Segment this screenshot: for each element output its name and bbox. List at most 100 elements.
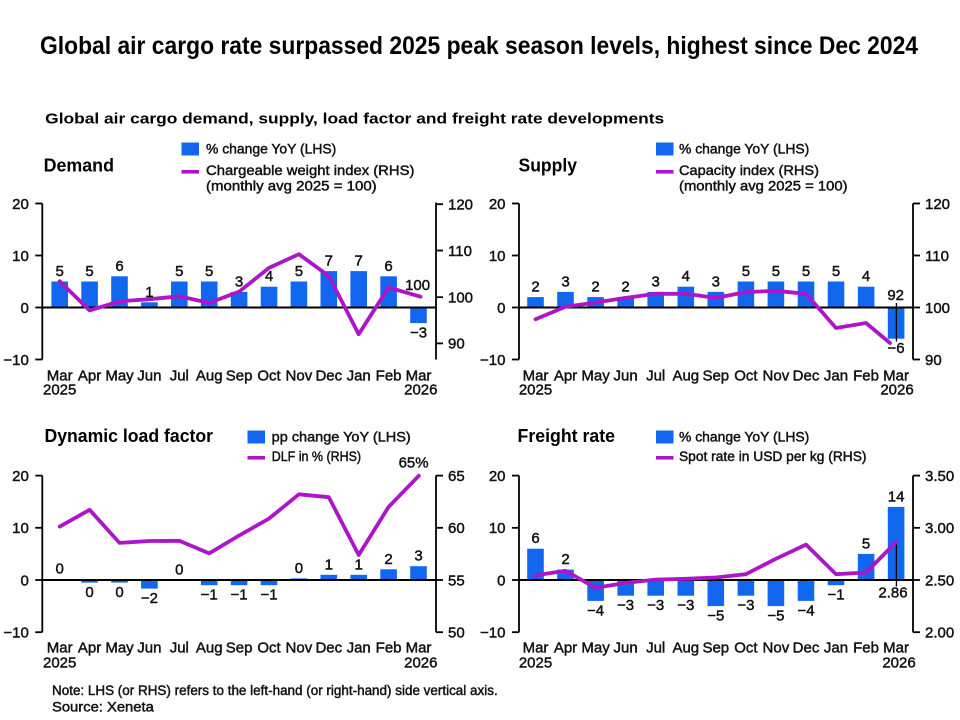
svg-text:4: 4 [682,268,690,285]
svg-text:May: May [581,640,610,657]
svg-text:50: 50 [448,625,465,642]
svg-text:Global air cargo demand, suppl: Global air cargo demand, supply, load fa… [45,110,664,127]
svg-text:Jan: Jan [347,368,371,385]
svg-text:110: 110 [925,248,949,265]
svg-text:Mar: Mar [406,640,432,657]
svg-text:Mar: Mar [47,368,73,385]
svg-text:Mar: Mar [523,368,549,385]
svg-text:60: 60 [448,520,465,537]
svg-text:14: 14 [888,488,905,505]
svg-text:Jan: Jan [824,368,848,385]
svg-text:−10: −10 [480,352,505,369]
svg-text:5: 5 [56,263,64,280]
svg-text:−3: −3 [647,597,664,614]
svg-text:(monthly avg 2025 = 100): (monthly avg 2025 = 100) [206,179,377,194]
svg-text:2: 2 [621,279,629,296]
svg-text:Mar: Mar [883,368,909,385]
svg-text:2025: 2025 [519,655,552,672]
svg-text:5: 5 [85,263,93,280]
svg-text:May: May [105,640,134,657]
svg-text:% change YoY (LHS): % change YoY (LHS) [206,142,336,157]
svg-text:2025: 2025 [519,382,552,399]
svg-text:−10: −10 [3,625,28,642]
svg-text:Nov: Nov [763,640,790,657]
svg-text:−1: −1 [260,587,277,604]
svg-text:0: 0 [115,584,123,601]
svg-text:5: 5 [772,263,780,280]
svg-text:Apr: Apr [78,368,101,385]
svg-text:Oct: Oct [257,368,281,385]
svg-text:2026: 2026 [404,655,437,672]
svg-text:−3: −3 [617,597,634,614]
svg-text:7: 7 [355,253,363,270]
svg-text:Nov: Nov [286,368,313,385]
svg-text:2026: 2026 [882,655,915,672]
svg-text:1: 1 [325,556,333,573]
svg-text:−1: −1 [201,587,218,604]
svg-text:2026: 2026 [404,382,437,399]
svg-text:−3: −3 [737,597,754,614]
svg-text:−2: −2 [141,590,158,607]
svg-text:Sep: Sep [702,640,729,657]
svg-text:DLF in % (RHS): DLF in % (RHS) [272,449,361,464]
svg-text:Jul: Jul [170,640,189,657]
svg-text:Aug: Aug [672,368,699,385]
svg-text:Dec: Dec [793,368,820,385]
svg-text:20: 20 [12,468,29,485]
svg-text:3: 3 [235,273,243,290]
svg-text:Dec: Dec [793,640,820,657]
svg-text:Dec: Dec [315,368,342,385]
svg-text:% change YoY (LHS): % change YoY (LHS) [679,142,809,157]
svg-text:0: 0 [175,562,183,579]
svg-text:55: 55 [448,572,465,589]
svg-text:100: 100 [405,277,430,294]
svg-text:4: 4 [862,268,870,285]
svg-text:0: 0 [20,572,28,589]
svg-text:65: 65 [448,468,465,485]
svg-text:Jun: Jun [137,368,161,385]
svg-text:Jan: Jan [347,640,371,657]
svg-text:−5: −5 [707,608,724,625]
svg-text:Supply: Supply [519,154,578,175]
svg-text:3: 3 [414,548,422,565]
svg-text:May: May [581,368,610,385]
svg-text:Global air cargo rate surpasse: Global air cargo rate surpassed 2025 pea… [40,32,918,60]
svg-text:5: 5 [832,263,840,280]
svg-text:2025: 2025 [43,655,76,672]
svg-text:100: 100 [448,290,473,307]
svg-text:3.00: 3.00 [925,520,954,537]
svg-text:Note: LHS (or RHS) refers to t: Note: LHS (or RHS) refers to the left-ha… [52,683,498,698]
svg-text:2.86: 2.86 [878,585,907,602]
svg-text:92: 92 [887,287,904,304]
svg-text:10: 10 [489,520,506,537]
svg-text:5: 5 [862,535,870,552]
svg-text:5: 5 [295,263,303,280]
svg-text:3: 3 [712,273,720,290]
svg-text:Oct: Oct [257,640,281,657]
svg-text:2: 2 [384,551,392,568]
svg-text:Jul: Jul [646,368,665,385]
svg-text:−10: −10 [3,352,28,369]
svg-text:6: 6 [384,258,392,275]
svg-text:−3: −3 [677,597,694,614]
svg-text:4: 4 [265,268,273,285]
svg-text:−6: −6 [888,340,905,357]
svg-text:20: 20 [12,196,29,213]
svg-text:Jun: Jun [137,640,161,657]
svg-text:6: 6 [115,258,123,275]
svg-text:Feb: Feb [853,640,879,657]
svg-text:−3: −3 [410,325,427,342]
svg-text:0: 0 [85,584,93,601]
svg-text:(monthly avg 2025 = 100): (monthly avg 2025 = 100) [679,179,848,194]
svg-text:120: 120 [925,196,950,213]
svg-text:% change YoY (LHS): % change YoY (LHS) [679,430,809,445]
svg-text:0: 0 [497,572,505,589]
svg-text:5: 5 [742,263,750,280]
svg-text:20: 20 [489,468,506,485]
svg-text:2: 2 [531,279,539,296]
svg-text:Source: Xeneta: Source: Xeneta [52,700,154,715]
svg-text:Oct: Oct [734,368,758,385]
svg-text:90: 90 [448,336,465,353]
svg-text:Capacity index (RHS): Capacity index (RHS) [679,163,819,178]
svg-text:Spot rate in USD per kg (RHS): Spot rate in USD per kg (RHS) [679,449,867,464]
